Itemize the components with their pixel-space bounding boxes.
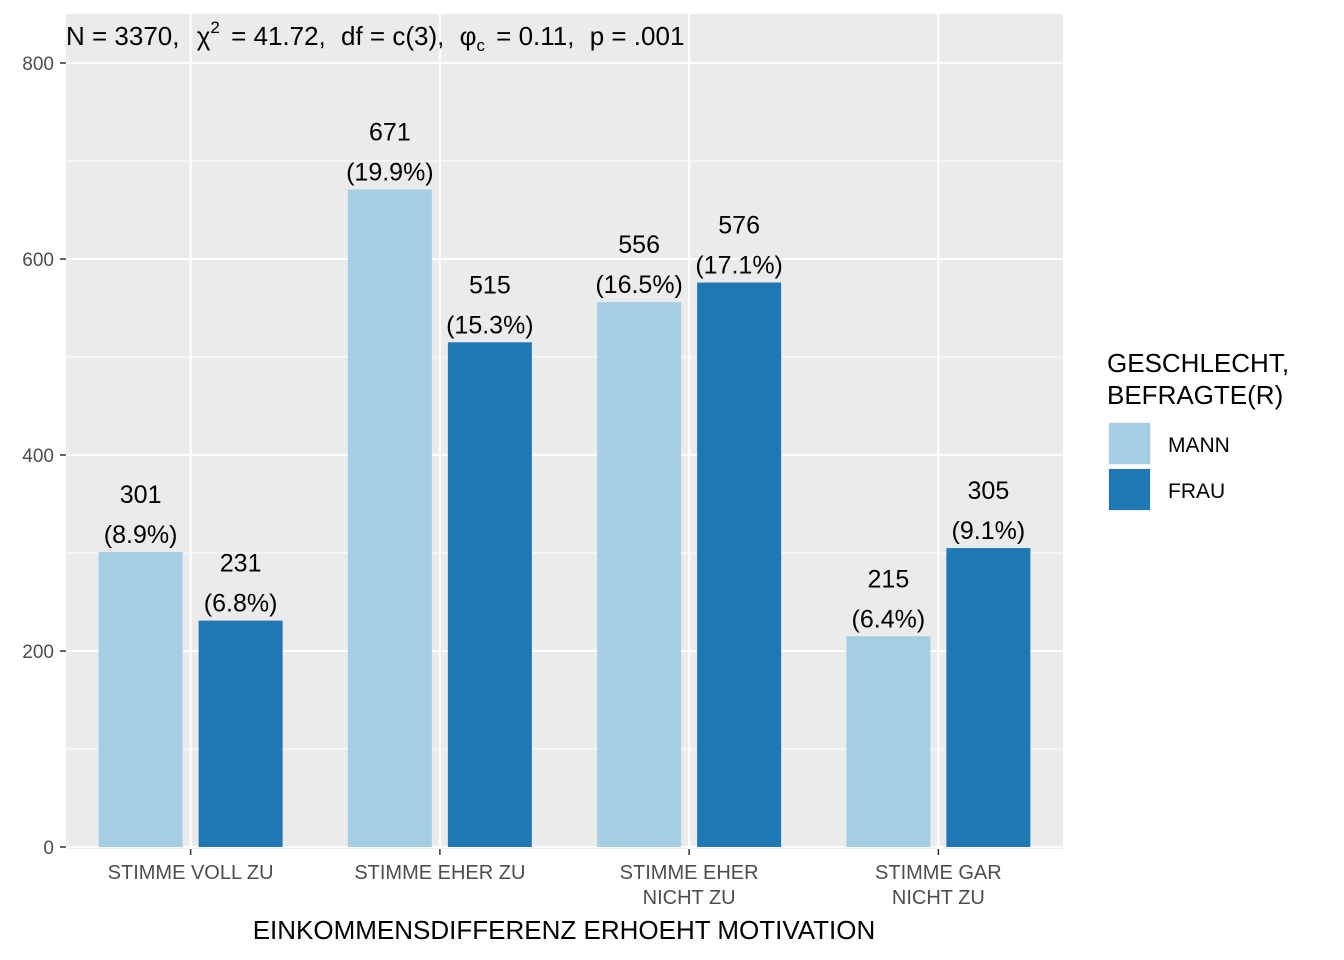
- bar-mann-2: [347, 189, 432, 848]
- stats-p: p = .001: [590, 21, 685, 51]
- data-label-value: 301: [120, 481, 162, 509]
- bar-mann-3: [597, 302, 682, 847]
- legend-label-frau: FRAU: [1168, 480, 1225, 503]
- data-label-value: 671: [369, 118, 411, 146]
- stats-phi-value: = 0.11,: [496, 21, 574, 51]
- stats-n: N = 3370,: [66, 21, 179, 51]
- data-label-percent: (9.1%): [952, 517, 1026, 545]
- legend-items: MANN FRAU: [1108, 422, 1230, 511]
- data-label-percent: (19.9%): [346, 158, 434, 186]
- bar-frau-2: [447, 342, 532, 847]
- y-tick-label: 600: [22, 250, 54, 271]
- data-label-percent: (6.4%): [852, 605, 926, 633]
- y-tick-label: 200: [22, 642, 54, 663]
- x-tick-label-line: STIMME EHER ZU: [354, 862, 525, 884]
- data-label-percent: (8.9%): [104, 521, 178, 549]
- x-axis-title: EINKOMMENSDIFFERENZ ERHOEHT MOTIVATION: [253, 915, 876, 945]
- stats-chi-value: = 41.72,: [231, 21, 326, 51]
- x-tick-label-line: STIMME EHER: [620, 862, 759, 884]
- y-tick-label: 400: [22, 446, 54, 467]
- data-label-percent: (6.8%): [204, 590, 278, 618]
- x-tick-label-line: STIMME VOLL ZU: [108, 862, 274, 884]
- data-label-percent: (15.3%): [446, 311, 534, 339]
- data-label-value: 556: [618, 231, 660, 259]
- legend-label-mann: MANN: [1168, 434, 1230, 457]
- x-tick-label: STIMME EHER ZU: [354, 862, 525, 884]
- y-axis: 0 200 400 600 800: [22, 54, 66, 859]
- legend-swatch-mann: [1109, 423, 1150, 464]
- data-label-value: 215: [868, 565, 910, 593]
- data-label-value: 515: [469, 271, 511, 299]
- stats-chi-sup: 2: [210, 18, 219, 37]
- legend-title-line-1: GESCHLECHT,: [1107, 348, 1289, 378]
- bar-mann-1: [98, 552, 183, 847]
- x-tick-label-line: STIMME GAR: [875, 862, 1002, 884]
- legend-swatch-frau: [1109, 469, 1150, 510]
- stats-chi-symbol: χ: [197, 21, 211, 51]
- legend-title: GESCHLECHT, BEFRAGTE(R): [1107, 348, 1296, 410]
- stats-df: df = c(3),: [341, 21, 444, 51]
- bar-mann-4: [846, 636, 931, 847]
- data-label-value: 231: [220, 550, 262, 578]
- data-label-value: 576: [718, 212, 760, 240]
- x-tick-label: STIMME GAR NICHT ZU: [875, 862, 1002, 909]
- stats-annotation: N = 3370, χ2 = 41.72, df = c(3), φc = 0.…: [66, 9, 684, 57]
- data-labels: 301 (8.9%) 671 (19.9%) 556 (16.5%) 215 (6.4%) 23…: [104, 118, 1025, 633]
- legend: GESCHLECHT, BEFRAGTE(R) MANN FRAU: [1107, 348, 1296, 511]
- data-label-percent: (16.5%): [595, 271, 683, 299]
- y-tick-label: 0: [43, 838, 54, 859]
- stats-phi-sub: c: [476, 36, 485, 55]
- x-tick-label-line: NICHT ZU: [892, 887, 985, 909]
- data-label-percent: (17.1%): [695, 252, 783, 280]
- stats-phi-symbol: φ: [460, 21, 477, 51]
- x-tick-label: STIMME EHER NICHT ZU: [620, 862, 759, 909]
- bar-frau-4: [946, 548, 1031, 847]
- legend-title-line-2: BEFRAGTE(R): [1107, 380, 1283, 410]
- x-axis: STIMME VOLL ZU STIMME EHER ZU STIMME EHER N…: [108, 849, 1002, 909]
- x-tick-label: STIMME VOLL ZU: [108, 862, 274, 884]
- x-tick-label-line: NICHT ZU: [643, 887, 736, 909]
- y-tick-label: 800: [22, 54, 54, 75]
- bars: [98, 189, 1031, 848]
- bar-frau-3: [697, 282, 782, 847]
- bar-frau-1: [198, 620, 283, 847]
- data-label-value: 305: [968, 477, 1010, 505]
